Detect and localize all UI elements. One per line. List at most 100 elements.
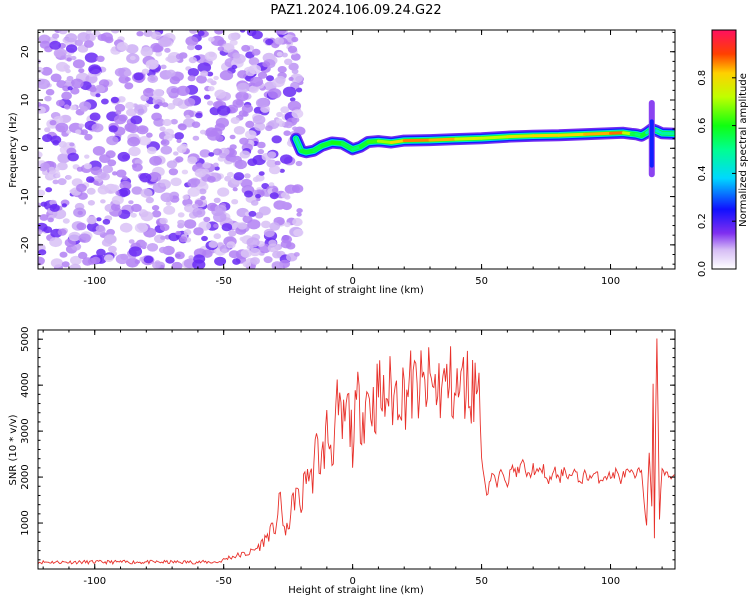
noise-speckle — [144, 256, 154, 264]
noise-speckle — [193, 136, 200, 141]
noise-speckle — [247, 237, 260, 247]
ridge-segment — [611, 133, 624, 134]
noise-speckle — [200, 71, 208, 77]
noise-speckle — [127, 124, 138, 133]
noise-speckle — [147, 147, 157, 155]
noise-speckle — [53, 180, 59, 185]
noise-speckle — [204, 95, 211, 100]
noise-speckle — [51, 74, 62, 83]
noise-speckle — [256, 98, 269, 108]
noise-speckle — [283, 87, 296, 97]
noise-speckle — [288, 46, 297, 53]
noise-speckle — [162, 119, 171, 126]
noise-speckle — [77, 167, 83, 172]
noise-speckle — [175, 252, 185, 260]
noise-speckle — [294, 252, 300, 257]
noise-speckle — [76, 184, 87, 192]
noise-speckle — [111, 204, 121, 211]
y-tick-label: -10 — [20, 188, 31, 204]
noise-speckle — [292, 127, 298, 131]
noise-speckle — [36, 67, 44, 73]
noise-speckle — [140, 189, 152, 198]
noise-speckle — [87, 216, 97, 224]
noise-speckle — [124, 70, 132, 76]
y-tick-label: 20 — [20, 45, 31, 58]
noise-speckle — [208, 37, 215, 42]
noise-speckle — [259, 171, 265, 176]
noise-speckle — [132, 163, 143, 171]
colorbar-label: Normalized spectral amplitude — [738, 73, 749, 227]
noise-speckle — [264, 256, 273, 263]
ridge-segment — [482, 137, 508, 139]
noise-speckle — [160, 236, 166, 240]
noise-speckle — [201, 236, 208, 241]
noise-speckle — [278, 66, 287, 73]
noise-speckle — [68, 86, 73, 90]
noise-speckle — [213, 76, 219, 80]
noise-speckle — [206, 127, 218, 136]
noise-speckle — [112, 171, 117, 175]
y-tick-label: 3000 — [20, 418, 31, 443]
ridge-segment — [332, 143, 342, 144]
noise-speckle — [272, 251, 282, 258]
noise-speckle — [240, 237, 246, 241]
noise-speckle — [120, 223, 133, 233]
ridge-segment — [507, 136, 533, 137]
noise-speckle — [184, 98, 195, 107]
noise-speckle — [289, 77, 294, 81]
noise-speckle — [231, 199, 238, 204]
noise-speckle — [161, 146, 173, 155]
noise-speckle — [284, 222, 290, 227]
y-tick-label: 0 — [20, 145, 31, 151]
noise-speckle — [66, 175, 72, 180]
noise-speckle — [163, 206, 175, 215]
noise-speckle — [111, 97, 119, 103]
noise-speckle — [147, 75, 158, 83]
ridge-segment — [585, 133, 611, 134]
noise-speckle — [55, 123, 68, 133]
noise-speckle — [213, 224, 218, 228]
x-tick-label: -50 — [216, 276, 232, 287]
noise-speckle — [71, 79, 84, 89]
noise-speckle — [203, 162, 211, 168]
noise-speckle — [269, 165, 281, 174]
noise-speckle — [45, 187, 52, 192]
noise-speckle — [98, 186, 109, 195]
noise-speckle — [149, 156, 162, 166]
noise-speckle — [281, 235, 292, 243]
noise-speckle — [184, 219, 196, 228]
noise-speckle — [176, 54, 184, 60]
noise-speckle — [106, 150, 116, 158]
noise-speckle — [213, 150, 218, 154]
y-tick-label: 10 — [20, 94, 31, 107]
noise-speckle — [128, 147, 140, 157]
noise-speckle — [87, 188, 96, 195]
noise-speckle — [119, 188, 130, 197]
colorbar-tick-label: 0.2 — [697, 213, 708, 229]
noise-speckle — [214, 233, 222, 239]
y-tick-label: 5000 — [20, 326, 31, 351]
noise-speckle — [250, 257, 260, 265]
noise-speckle — [222, 223, 233, 231]
noise-speckle — [41, 202, 48, 207]
y-tick-label: 2000 — [20, 464, 31, 489]
noise-speckle — [68, 153, 79, 162]
noise-speckle — [62, 203, 67, 207]
noise-speckle — [129, 239, 135, 244]
noise-speckle — [66, 44, 77, 53]
noise-speckle — [272, 188, 278, 193]
noise-speckle — [231, 117, 240, 124]
ridge-segment — [430, 139, 456, 140]
noise-speckle — [151, 113, 162, 121]
noise-speckle — [195, 113, 203, 119]
x-tick-label: -100 — [83, 276, 106, 287]
noise-speckle — [103, 219, 111, 225]
noise-speckle — [268, 243, 280, 252]
noise-speckle — [216, 118, 229, 128]
noise-speckle — [244, 173, 251, 178]
noise-speckle — [233, 187, 238, 191]
noise-speckle — [70, 264, 81, 273]
noise-speckle — [245, 130, 257, 139]
noise-speckle — [293, 229, 303, 237]
